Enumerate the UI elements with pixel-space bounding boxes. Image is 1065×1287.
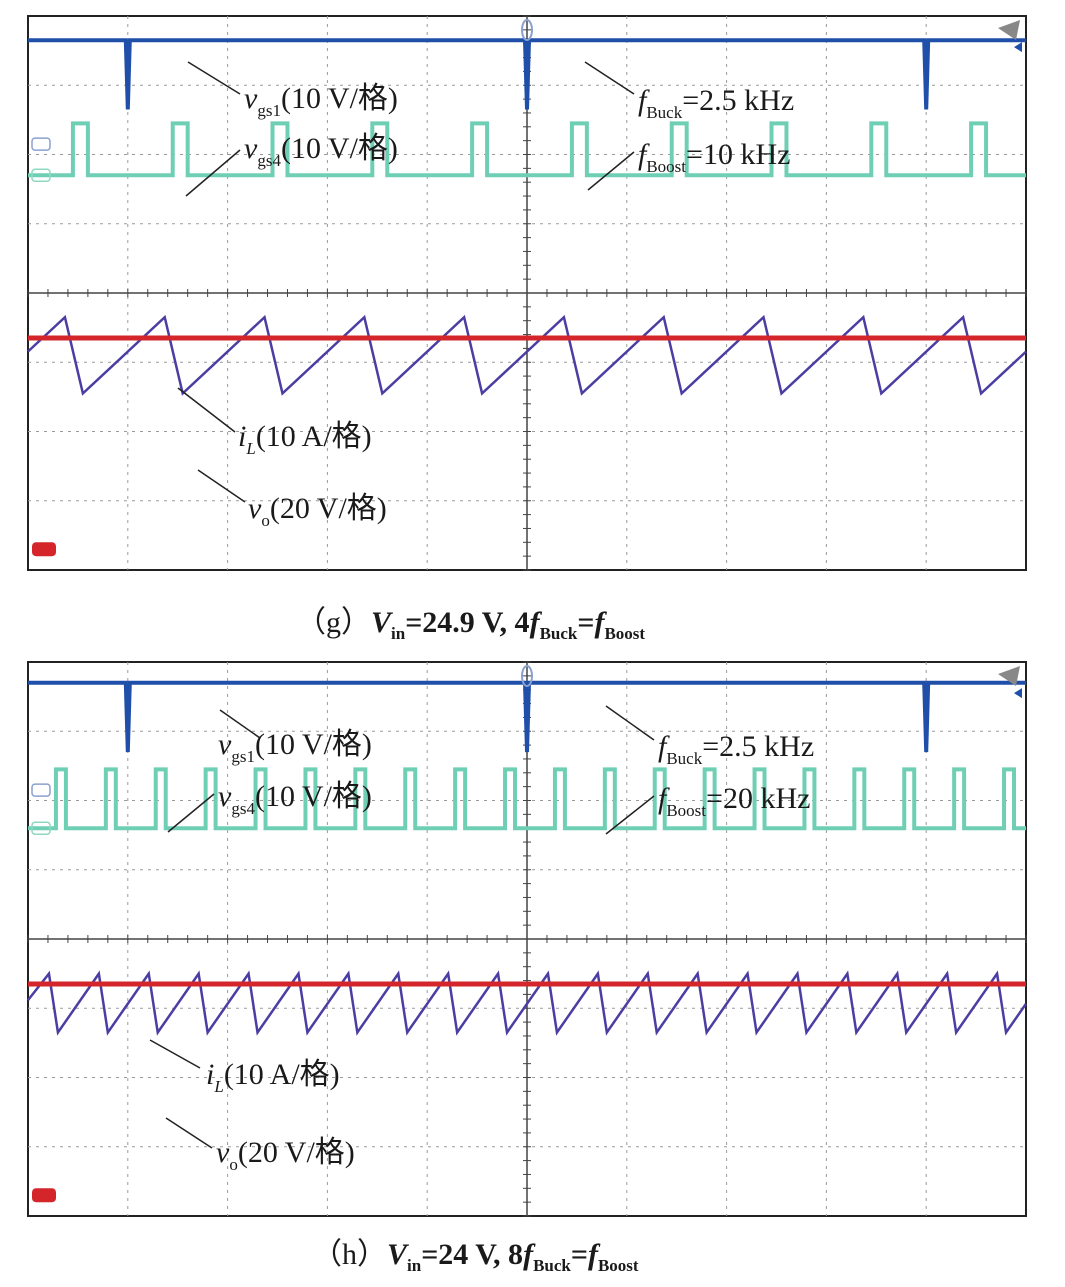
leader-fboost: [587, 151, 635, 191]
leader-vgs1: [219, 709, 261, 739]
trace-vgs4: [28, 121, 1026, 178]
channel-markers: [31, 19, 1022, 557]
ch4-marker-icon: [31, 821, 51, 835]
leader-lines: [149, 705, 655, 1149]
trigger-level-icon: [1014, 42, 1022, 53]
scope-traces: [27, 680, 1028, 1036]
trigger-corner-icon: [998, 20, 1020, 40]
label-vgs1: vgs1(10 V/格): [218, 728, 372, 766]
label-fbuck: fBuck=2.5 kHz: [638, 84, 794, 122]
label-vo: vo(20 V/格): [248, 492, 387, 530]
trigger-position-icon: [521, 19, 533, 41]
leader-il: [149, 1039, 201, 1069]
scope-traces: [27, 38, 1027, 396]
panel-h: vgs1(10 V/格) vgs4(10 V/格) iL(10 A/格) vo(…: [27, 661, 1028, 1275]
leader-il: [177, 387, 236, 433]
leader-vgs4: [185, 149, 241, 197]
label-vgs4: vgs4(10 V/格): [244, 132, 398, 170]
trace-il: [27, 314, 1027, 396]
trigger-corner-icon: [998, 666, 1020, 686]
ch4-marker-icon: [31, 168, 51, 183]
leader-vo: [165, 1117, 213, 1149]
label-vgs1: vgs1(10 V/格): [244, 82, 398, 120]
ch1-marker-icon: [31, 137, 51, 151]
channel-markers: [31, 665, 1022, 1203]
trigger-level-icon: [1014, 688, 1022, 699]
leader-fbuck: [605, 705, 655, 741]
label-fboost: fBoost=10 kHz: [638, 138, 790, 176]
label-il: iL(10 A/格): [238, 420, 372, 458]
label-fbuck: fBuck=2.5 kHz: [658, 730, 814, 768]
label-vgs4: vgs4(10 V/格): [218, 780, 372, 818]
label-il: iL(10 A/格): [206, 1058, 340, 1096]
label-vo: vo(20 V/格): [216, 1136, 355, 1174]
ch2-marker-icon: [32, 542, 56, 557]
trace-vgs1: [28, 38, 1026, 110]
label-fboost: fBoost=20 kHz: [658, 782, 810, 820]
leader-vo: [197, 469, 246, 503]
panel-g: vgs1(10 V/格) vgs4(10 V/格) iL(10 A/格) vo(…: [27, 15, 1027, 643]
trace-vgs4: [28, 767, 1026, 831]
trace-vgs1: [28, 680, 1026, 753]
leader-vgs1: [187, 61, 241, 95]
ch1-marker-icon: [31, 783, 51, 797]
leader-lines: [177, 61, 635, 503]
caption-h: （h）Vin=24 V, 8fBuck=fBoost: [312, 1238, 639, 1275]
trigger-position-icon: [521, 665, 533, 687]
ch2-marker-icon: [32, 1188, 56, 1203]
leader-fboost: [605, 795, 655, 835]
caption-g: （g）Vin=24.9 V, 4fBuck=fBoost: [296, 606, 645, 643]
leader-fbuck: [584, 61, 635, 95]
leader-vgs4: [167, 793, 215, 833]
